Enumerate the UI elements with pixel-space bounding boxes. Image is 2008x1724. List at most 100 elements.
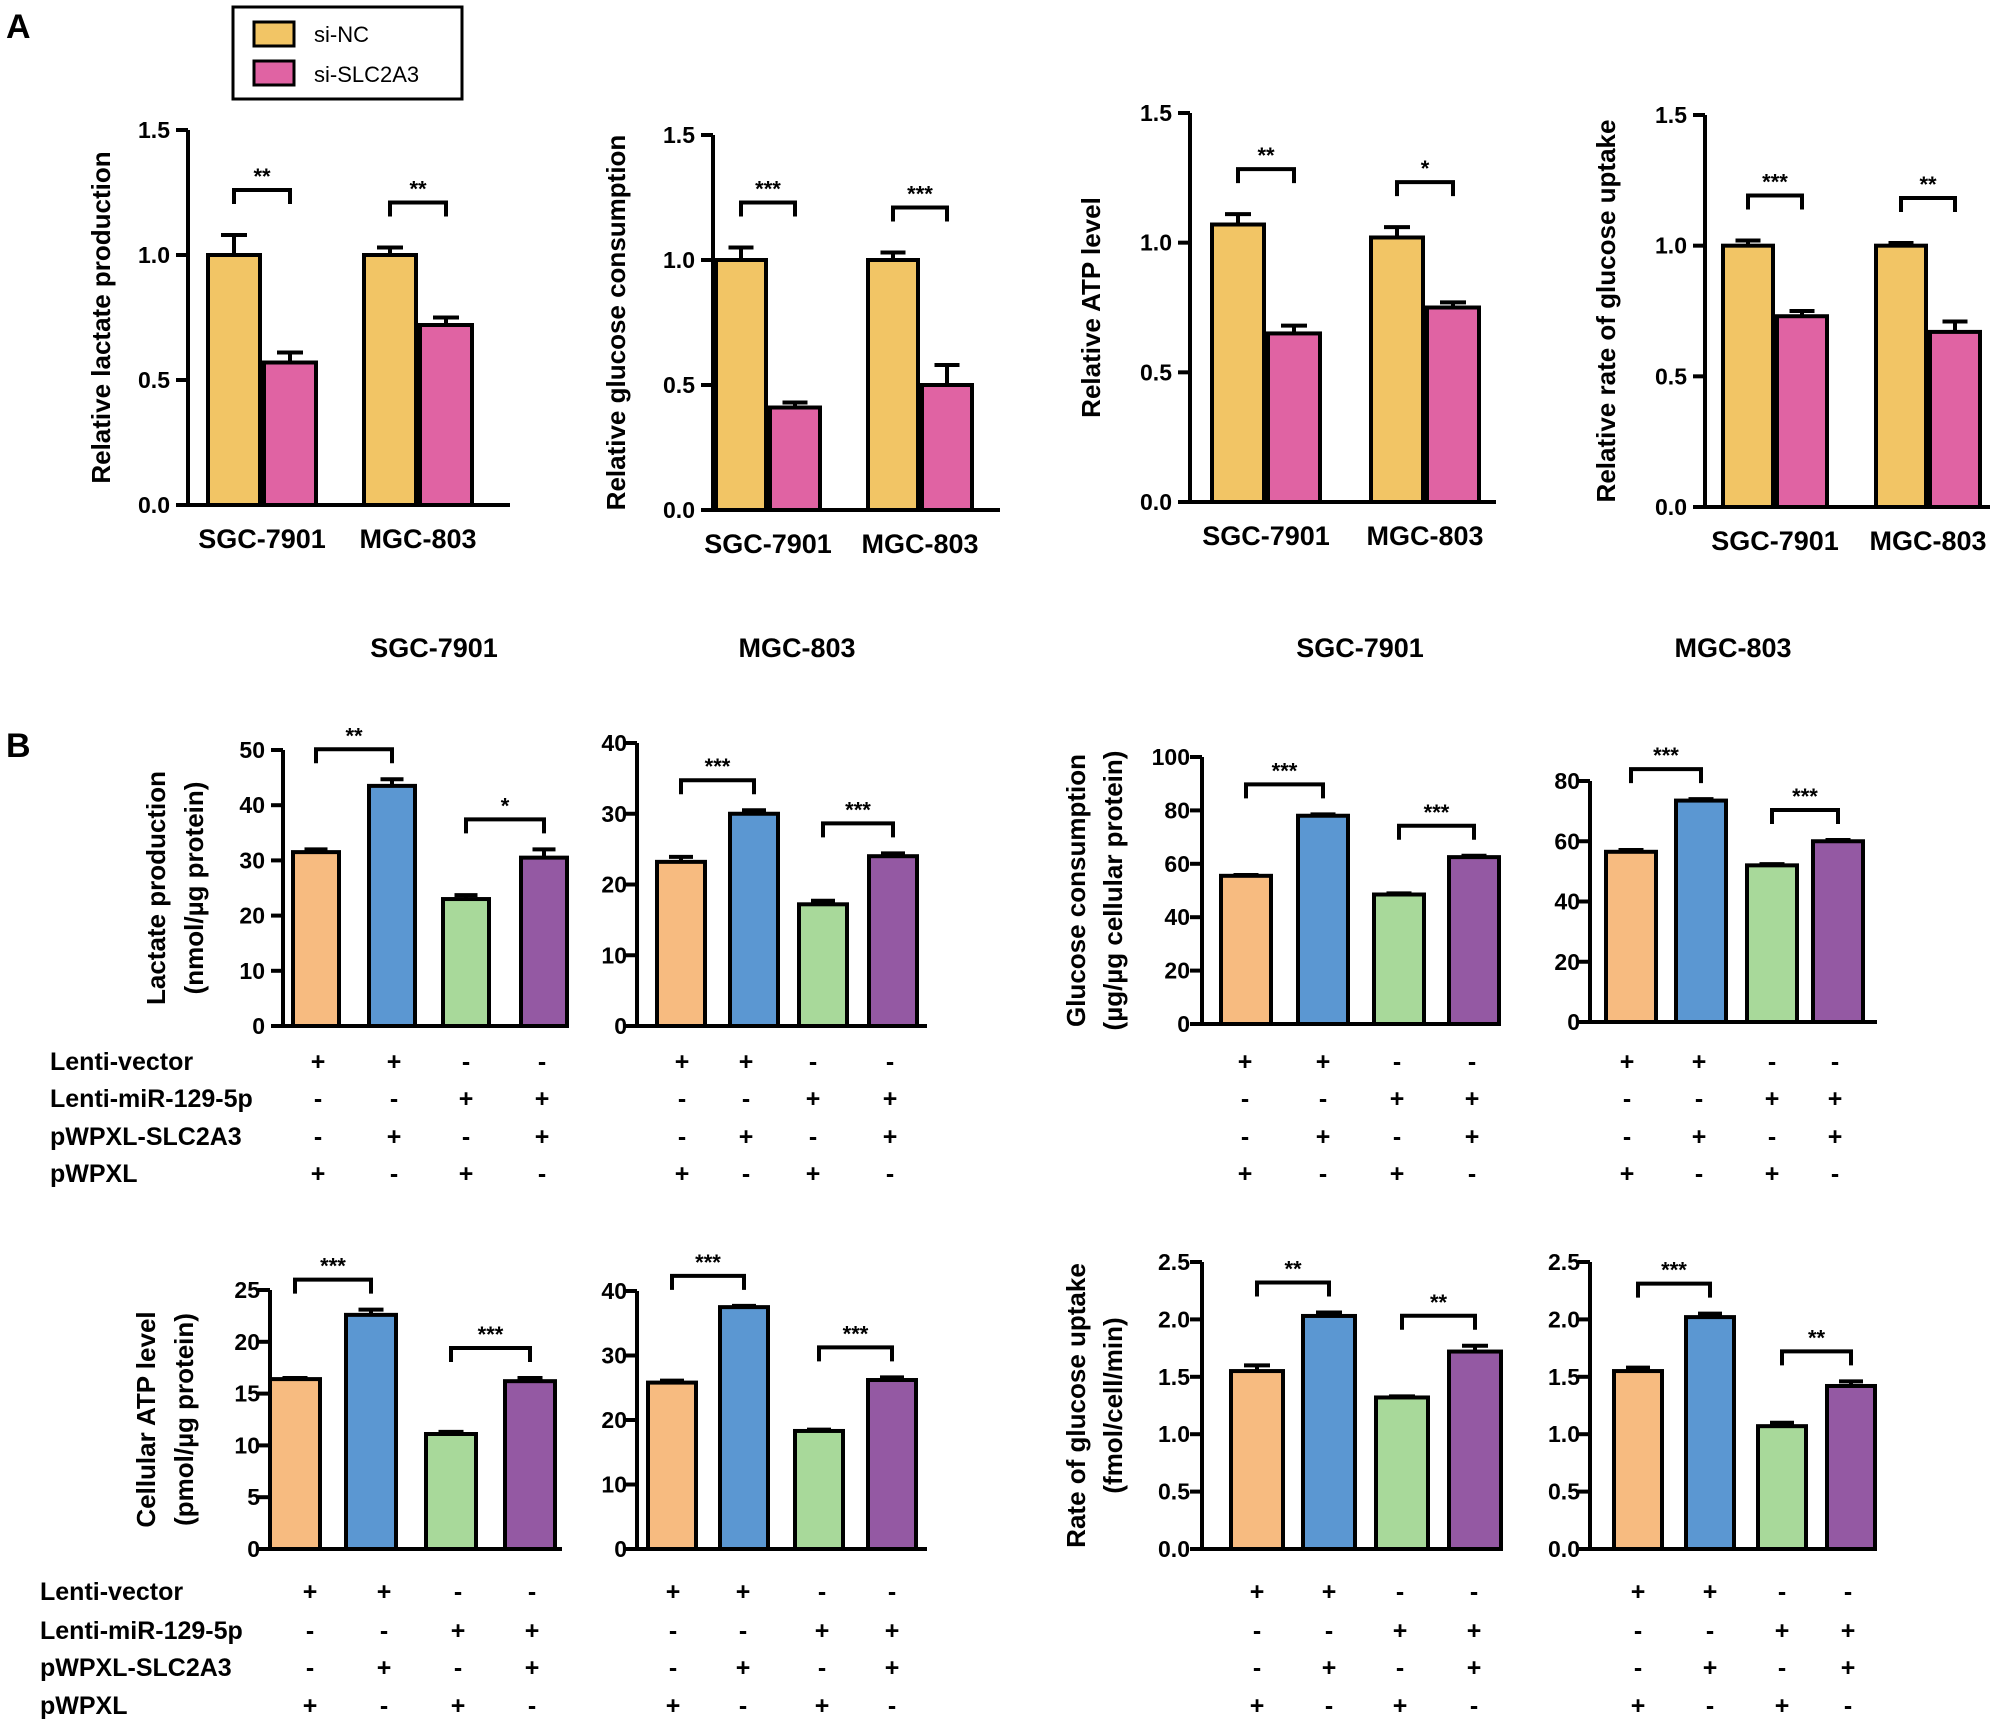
chart-b3: 0 20 40 60 80 100 Glucose consumption (µg/µg ce… — [1061, 744, 1501, 1037]
plus-sign: + — [1390, 1085, 1405, 1113]
significance-label: ** — [1430, 1290, 1448, 1315]
y-tick-label: 40 — [1164, 904, 1190, 930]
header-mgc803-left: MGC-803 — [738, 633, 855, 663]
minus-sign: - — [678, 1085, 686, 1113]
panel-label-a: A — [6, 8, 31, 46]
y-tick-label: 2.5 — [1158, 1249, 1190, 1275]
significance-bracket — [817, 1345, 894, 1362]
significance-bracket — [1770, 808, 1840, 825]
y-axis-label-units: (fmol/cell/min) — [1098, 1317, 1128, 1493]
y-axis-label-units: (nmol/µg protein) — [179, 782, 209, 995]
y-tick-label: 0.5 — [1548, 1479, 1580, 1505]
chart-b6: 0 10 20 30 40 *** *** — [601, 1250, 927, 1562]
plus-sign: + — [739, 1123, 754, 1151]
y-tick-label: 40 — [239, 792, 265, 818]
bar-mir-129-5p-pwpxl — [797, 902, 849, 1028]
bar-mir-129-5p-slc2a3 — [519, 855, 569, 1029]
y-tick-label: 20 — [601, 872, 627, 898]
minus-sign: - — [1695, 1160, 1703, 1188]
bar-lenti-vector-slc2a3 — [728, 811, 780, 1028]
significance-label: * — [1421, 156, 1430, 181]
chart-a4: 0.0 0.5 1.0 1.5 Relative rate of glucose upt… — [1591, 102, 1990, 556]
y-tick-label: 10 — [239, 958, 265, 984]
minus-sign: - — [538, 1160, 546, 1188]
y-tick-label: 1.5 — [1655, 102, 1687, 128]
header-sgc7901-right: SGC-7901 — [1296, 633, 1424, 663]
significance-bracket — [314, 747, 394, 764]
plus-sign: + — [883, 1085, 898, 1113]
plus-sign: + — [1393, 1692, 1408, 1720]
y-tick-label: 1.0 — [1140, 230, 1172, 256]
plus-sign: + — [1841, 1617, 1856, 1645]
bar-si-slc2a3 — [262, 360, 318, 507]
significance-label: * — [501, 793, 510, 818]
y-tick-label: 0 — [1567, 1009, 1580, 1035]
y-tick-label: 20 — [1164, 958, 1190, 984]
y-tick-label: 1.0 — [138, 242, 170, 268]
plus-sign: + — [1390, 1160, 1405, 1188]
minus-sign: - — [1468, 1160, 1476, 1188]
condition-label: Lenti-miR-129-5p — [50, 1085, 253, 1113]
y-tick-label: 0 — [252, 1013, 265, 1039]
plus-sign: + — [1775, 1617, 1790, 1645]
minus-sign: - — [454, 1578, 462, 1606]
plus-sign: + — [1238, 1048, 1253, 1076]
minus-sign: - — [1778, 1578, 1786, 1606]
plus-sign: + — [459, 1160, 474, 1188]
minus-sign: - — [888, 1578, 896, 1606]
bar-lenti-vector-slc2a3 — [344, 1312, 398, 1552]
plus-sign: + — [736, 1578, 751, 1606]
significance-label: ** — [1919, 172, 1937, 197]
plus-sign: + — [1703, 1654, 1718, 1682]
significance-label: *** — [1653, 743, 1679, 768]
y-axis-label: Relative glucose consumption — [601, 135, 631, 511]
significance-bracket — [739, 200, 797, 217]
minus-sign: - — [1253, 1654, 1261, 1682]
minus-sign: - — [314, 1085, 322, 1113]
y-tick-label: 20 — [239, 903, 265, 929]
significance-bracket — [1746, 193, 1804, 210]
significance-label: ** — [345, 723, 363, 748]
significance-label: *** — [845, 797, 871, 822]
plus-sign: + — [1620, 1048, 1635, 1076]
plus-sign: + — [815, 1692, 830, 1720]
minus-sign: - — [809, 1048, 817, 1076]
significance-bracket — [1255, 1280, 1331, 1297]
category-label: MGC-803 — [1366, 521, 1483, 551]
minus-sign: - — [1831, 1048, 1839, 1076]
legend-swatch-si-nc — [252, 20, 296, 48]
significance-bracket — [1400, 1313, 1477, 1330]
significance-bracket — [1244, 782, 1325, 799]
minus-sign: - — [454, 1654, 462, 1682]
plus-sign: + — [883, 1123, 898, 1151]
condition-label: pWPXL-SLC2A3 — [50, 1123, 242, 1151]
chart-b8: 0.00.51.01.52.02.5 ***** — [1548, 1249, 1877, 1562]
minus-sign: - — [1623, 1085, 1631, 1113]
bar-mir-129-5p-pwpxl — [1374, 1395, 1430, 1551]
condition-table: Lenti-vector + + - - Lenti-miR-129-5p - - + + pWPX… — [50, 1048, 549, 1188]
minus-sign: - — [1844, 1692, 1852, 1720]
y-tick-label: 0 — [1177, 1011, 1190, 1037]
y-axis-label: Relative ATP level — [1076, 197, 1106, 418]
y-tick-label: 40 — [601, 1278, 627, 1304]
plus-sign: + — [666, 1692, 681, 1720]
plus-sign: + — [1765, 1085, 1780, 1113]
minus-sign: - — [1325, 1692, 1333, 1720]
significance-bracket — [464, 817, 546, 834]
y-tick-label: 2.5 — [1548, 1249, 1580, 1275]
y-tick-label: 50 — [239, 737, 265, 763]
plus-sign: + — [451, 1692, 466, 1720]
minus-sign: - — [380, 1617, 388, 1645]
bar-mir-129-5p-pwpxl — [1756, 1424, 1808, 1551]
y-tick-label: 100 — [1152, 744, 1190, 770]
y-tick-label: 0 — [247, 1536, 260, 1562]
y-tick-label: 1.5 — [138, 117, 170, 143]
bar-si-slc2a3 — [1775, 314, 1829, 509]
minus-sign: - — [390, 1085, 398, 1113]
plus-sign: + — [815, 1617, 830, 1645]
plus-sign: + — [1467, 1617, 1482, 1645]
category-label: MGC-803 — [1869, 526, 1986, 556]
charts-layer: 0.0 0.5 1.0 1.5 Relative lactate production *… — [86, 100, 1990, 1562]
minus-sign: - — [390, 1160, 398, 1188]
plus-sign: + — [675, 1048, 690, 1076]
